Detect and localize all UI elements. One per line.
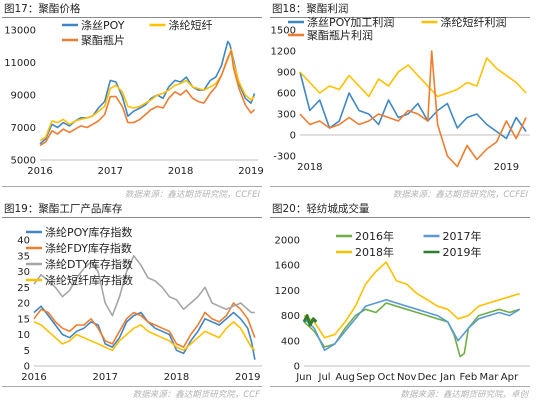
legend-label: 2016年 <box>355 229 394 243</box>
y-tick-label: 600 <box>277 89 296 100</box>
legend-label: 涤纶短纤利润 <box>441 15 507 29</box>
y-tick-label: 9000 <box>11 91 36 102</box>
legend-label: 聚酯瓶片利润 <box>307 28 373 42</box>
x-tick-label: 2017 <box>98 166 123 177</box>
series-line <box>302 314 318 327</box>
y-tick-label: 25 <box>17 283 30 294</box>
legend-label: 涤纶FDY库存指数 <box>45 241 132 255</box>
chart-trade-volume: 0 400 800 1200 1600 2000 Jun Jul Aug Sep Oct Nov Dec… <box>275 229 530 383</box>
panel-polyester-profit: 图18：聚酯利润 -300 0 300 600 900 1200 1500 2018 2019 涤… <box>268 0 536 200</box>
panel-polyester-price: 图17：聚酯价格 5000 7000 9000 11000 13000 2016 2017 2… <box>0 0 268 200</box>
y-tick-label: 10 <box>17 330 30 341</box>
chart-polyester-price: 5000 7000 9000 11000 13000 2016 2017 2018 2019 涤丝… <box>4 18 264 177</box>
legend-label: 涤纶DTY库存指数 <box>45 257 133 271</box>
y-tick-label: 20 <box>17 299 30 310</box>
title-rule <box>2 17 262 18</box>
series-line <box>303 299 521 352</box>
chart-polyester-profit: -300 0 300 600 900 1200 1500 2018 2019 涤丝POY加工利润 涤… <box>271 15 530 173</box>
x-tick-label: 2016 <box>27 166 52 177</box>
x-tick-label: 2018 <box>297 162 322 173</box>
series-line <box>299 71 527 140</box>
y-tick-label: 300 <box>277 110 296 121</box>
x-tick-label: Nov <box>397 372 417 383</box>
chart-inventory: 0 5 10 15 20 25 30 35 40 2016 2017 2018 2019 涤纶POY库存指… <box>17 225 262 383</box>
series-line <box>303 261 520 339</box>
panel-title: 图19：聚酯工厂产品库存 <box>4 203 123 215</box>
x-tick-label: Jun <box>295 372 312 383</box>
series-line <box>303 302 520 358</box>
y-tick-label: 0 <box>290 131 296 142</box>
x-tick-label: Apr <box>501 372 519 383</box>
x-tick-label: Oct <box>378 372 395 383</box>
series-line <box>33 302 256 348</box>
panel-title: 图17：聚酯价格 <box>4 3 81 15</box>
legend-label: 涤丝POY加工利润 <box>307 15 394 29</box>
x-tick-label: Dec <box>418 372 437 383</box>
x-tick-label: Mar <box>479 372 499 383</box>
title-rule <box>270 17 530 18</box>
x-tick-label: 2017 <box>93 372 118 383</box>
y-tick-label: 40 <box>17 236 30 247</box>
x-tick-label: Jul <box>318 372 331 383</box>
x-tick-label: Feb <box>460 372 478 383</box>
legend-label: 涤纶POY库存指数 <box>45 225 132 239</box>
legend-label: 涤丝POY <box>81 18 125 32</box>
y-tick-label: 35 <box>17 251 30 262</box>
legend-label: 涤纶短纤库存指数 <box>45 273 133 287</box>
y-tick-label: 13000 <box>4 26 36 37</box>
x-tick-label: 2019 <box>494 162 519 173</box>
legend-label: 2019年 <box>443 245 482 259</box>
legend-label: 2017年 <box>443 229 482 243</box>
x-tick-label: Jan <box>439 372 455 383</box>
y-tick-label: 0 <box>294 362 300 373</box>
panel-title: 图18：聚酯利润 <box>272 3 349 15</box>
y-tick-label: 2000 <box>275 236 300 247</box>
x-tick-label: 2018 <box>168 166 193 177</box>
y-tick-label: -300 <box>273 152 296 163</box>
source-rule <box>2 186 262 187</box>
source-rule <box>270 186 530 187</box>
source-rule <box>270 386 530 387</box>
y-tick-label: 7000 <box>11 123 36 134</box>
legend-label: 2018年 <box>355 245 394 259</box>
x-tick-label: 2019 <box>235 372 260 383</box>
x-tick-label: Aug <box>335 372 355 383</box>
y-tick-label: 30 <box>17 267 30 278</box>
y-tick-label: 0 <box>24 362 30 373</box>
y-tick-label: 1600 <box>275 261 300 272</box>
y-tick-label: 11000 <box>4 58 36 69</box>
source-note: 数据来源：鑫达期货研究院，卓创 <box>400 390 528 400</box>
x-tick-label: Sep <box>356 372 375 383</box>
source-note: 数据来源：鑫达期货研究院，CCF <box>132 390 260 400</box>
series-line <box>299 57 527 98</box>
legend-label: 涤纶短纤 <box>169 18 213 32</box>
series-line <box>33 305 256 360</box>
title-rule <box>270 217 530 218</box>
source-rule <box>2 386 262 387</box>
source-note: 数据来源：鑫达期货研究院，CCFEI <box>392 190 528 200</box>
x-tick-label: 2018 <box>164 372 189 383</box>
series-line <box>33 321 256 352</box>
panel-inventory: 图19：聚酯工厂产品库存 0 5 10 15 20 25 30 35 40 2016 2017 201… <box>0 200 268 400</box>
series-line <box>33 254 255 317</box>
y-tick-label: 5000 <box>11 156 36 167</box>
y-tick-label: 800 <box>281 311 300 322</box>
panel-title: 图20：轻纺城成交量 <box>272 203 370 215</box>
y-tick-label: 400 <box>281 336 300 347</box>
series-line <box>39 40 256 145</box>
series-line <box>39 50 256 147</box>
panel-trade-volume: 图20：轻纺城成交量 0 400 800 1200 1600 2000 Jun Jul Aug S… <box>268 200 536 400</box>
series-line <box>299 50 527 168</box>
y-tick-label: 1500 <box>271 26 296 37</box>
y-tick-label: 900 <box>277 68 296 79</box>
x-tick-label: 2019 <box>238 166 263 177</box>
title-rule <box>2 217 262 218</box>
legend-label: 聚酯瓶片 <box>81 33 125 47</box>
y-tick-label: 1200 <box>271 47 296 58</box>
y-tick-label: 15 <box>17 314 30 325</box>
x-tick-label: 2016 <box>21 372 46 383</box>
y-tick-label: 5 <box>24 346 30 357</box>
y-tick-label: 1200 <box>275 286 300 297</box>
source-note: 数据来源：鑫达期货研究院，CCFEI <box>124 190 260 200</box>
